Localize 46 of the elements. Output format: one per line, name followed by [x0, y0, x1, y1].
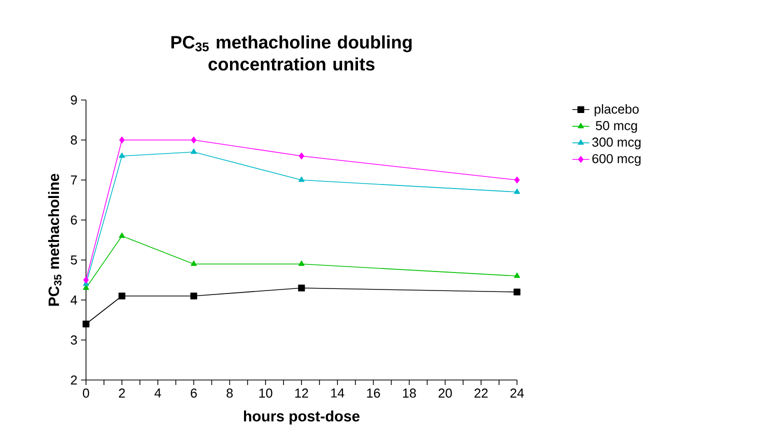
point: [190, 292, 198, 300]
point: [514, 288, 520, 296]
x-tick-label: 18: [403, 388, 416, 398]
y-tick-label: 8: [70, 135, 77, 145]
point: [118, 292, 126, 300]
legend-label: 600 mcg: [592, 154, 641, 166]
y-tick-label: 2: [70, 375, 77, 385]
chart-title: PC$_{35}$ methacholine doubling concentration units: [171, 35, 412, 71]
x-tick-label: 4: [154, 388, 162, 398]
point: [83, 276, 89, 284]
point: [118, 152, 125, 158]
point: [514, 176, 520, 184]
point: [190, 148, 197, 154]
x-tick-label: 12: [295, 388, 308, 398]
point: [298, 176, 304, 182]
y-tick-label: 9: [70, 95, 77, 105]
legend-label: 50 mcg: [596, 121, 637, 133]
x-tick-label: 6: [190, 388, 197, 398]
x-tick-label: 24: [510, 388, 524, 398]
x-tick-label: 14: [331, 388, 344, 398]
point: [118, 232, 125, 238]
point: [82, 320, 90, 328]
point: [119, 136, 125, 144]
x-tick-label: 8: [226, 388, 233, 398]
x-tick-label: 0: [82, 388, 90, 398]
y-tick-label: 3: [70, 335, 77, 345]
y-tick-label: 7: [70, 176, 77, 184]
y-tick-label: 5: [70, 255, 77, 265]
point: [191, 136, 196, 144]
x-tick-label: 2: [118, 388, 125, 398]
x-tick-label: 10: [259, 388, 272, 398]
x-axis-title: hours post-dose: [244, 410, 360, 424]
point: [514, 272, 520, 278]
point: [514, 188, 520, 194]
point: [190, 260, 197, 266]
point: [298, 260, 304, 266]
y-tick-label: 6: [70, 215, 77, 225]
x-tick-label: 16: [367, 388, 380, 398]
y-tick-label: 4: [70, 296, 78, 304]
legend-label: placebo: [594, 104, 639, 116]
legend-label: 300 mcg: [592, 138, 641, 150]
x-tick-label: 20: [438, 388, 452, 398]
point: [298, 284, 305, 292]
point: [298, 152, 304, 160]
y-axis-title: PC$_{35}$ methacholine: [48, 174, 62, 306]
x-tick-label: 22: [474, 388, 488, 398]
